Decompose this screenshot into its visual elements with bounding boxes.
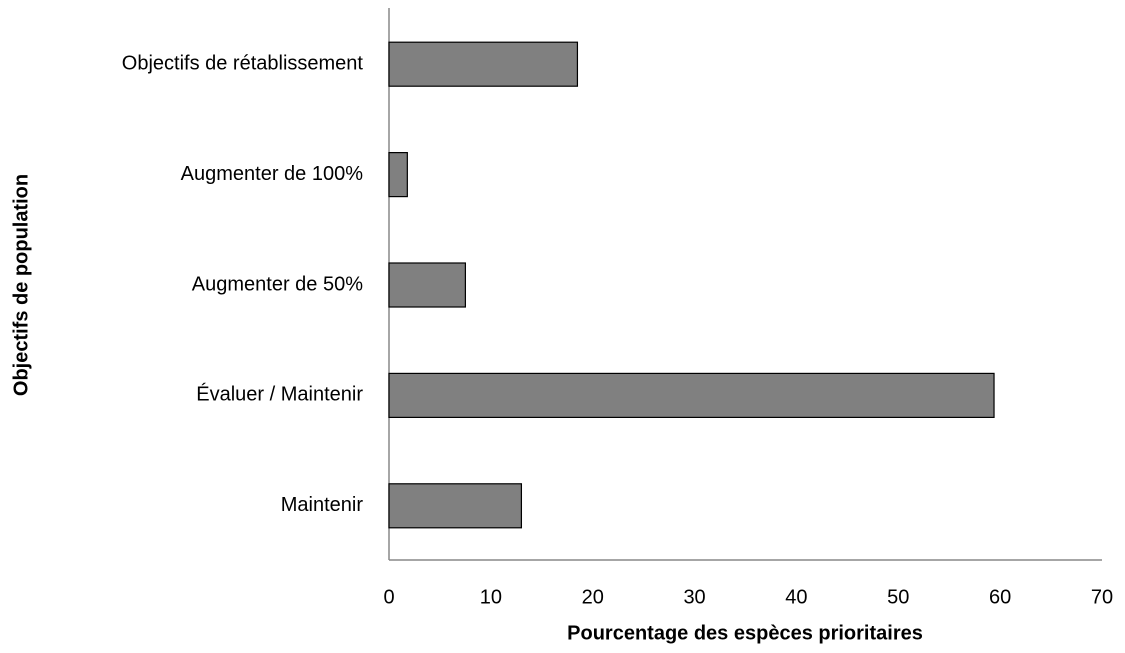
x-tick-label: 20	[582, 586, 604, 608]
y-tick-label: Objectifs de rétablissement	[122, 52, 364, 74]
x-tick-label: 10	[480, 586, 502, 608]
x-tick-label: 30	[683, 586, 705, 608]
x-tick-label: 50	[887, 586, 909, 608]
x-tick-label: 0	[383, 586, 394, 608]
y-tick-label: Augmenter de 50%	[192, 273, 363, 295]
bar	[388, 41, 579, 87]
bar	[388, 262, 466, 308]
y-tick-label: Maintenir	[281, 494, 364, 516]
y-tick-label: Évaluer / Maintenir	[196, 383, 363, 406]
x-tick-label: 70	[1091, 586, 1113, 608]
x-tick-label: 40	[785, 586, 807, 608]
x-tick-label: 60	[989, 586, 1011, 608]
bar	[388, 372, 995, 418]
x-axis-label: Pourcentage des espèces prioritaires	[567, 622, 923, 644]
y-axis-label: Objectifs de population	[10, 174, 32, 396]
bar	[388, 483, 523, 529]
y-tick-label: Augmenter de 100%	[181, 163, 364, 185]
bar	[388, 152, 408, 198]
